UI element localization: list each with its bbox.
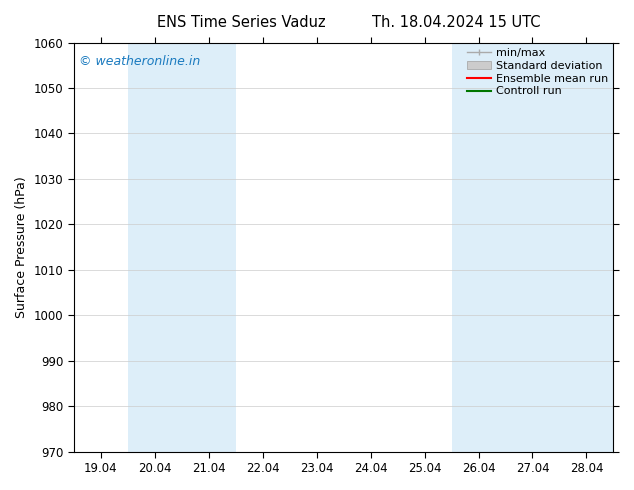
Text: ENS Time Series Vaduz: ENS Time Series Vaduz [157,15,325,30]
Bar [451,43,505,452]
Text: Th. 18.04.2024 15 UTC: Th. 18.04.2024 15 UTC [372,15,541,30]
Y-axis label: Surface Pressure (hPa): Surface Pressure (hPa) [15,176,28,318]
Bar [505,43,559,452]
Bar [182,43,236,452]
Text: © weatheronline.in: © weatheronline.in [79,55,200,68]
Bar [127,43,182,452]
Legend: min/max, Standard deviation, Ensemble mean run, Controll run: min/max, Standard deviation, Ensemble me… [465,46,610,98]
Bar [559,43,614,452]
